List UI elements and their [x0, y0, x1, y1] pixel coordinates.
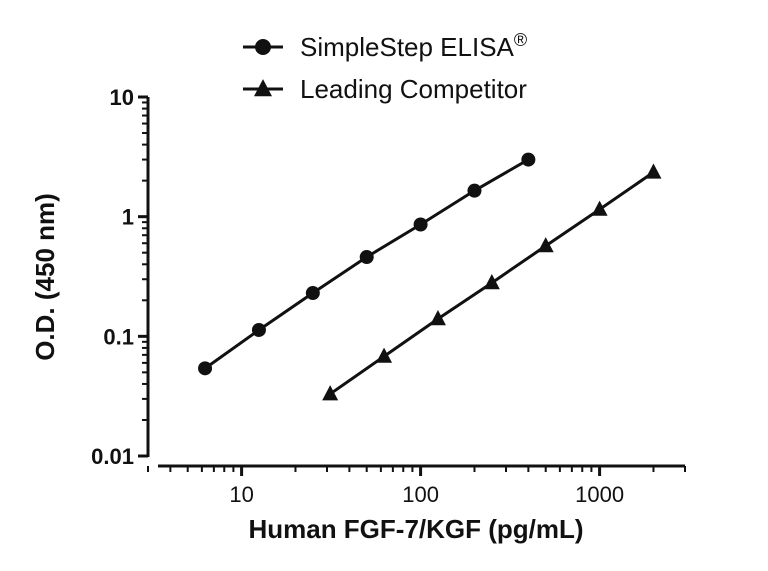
series-2 [322, 163, 662, 401]
data-point [521, 152, 536, 167]
legend-label: Leading Competitor [300, 74, 527, 104]
axes: 0.01 0.1 1 10 10 100 1000 [91, 85, 686, 507]
data-point [198, 361, 213, 376]
y-tick-label: 10 [110, 85, 134, 110]
x-tick-label: 100 [402, 482, 439, 507]
legend-marker [255, 39, 271, 55]
x-axis-title: Human FGF-7/KGF (pg/mL) [248, 514, 583, 544]
data-point [467, 183, 482, 198]
legend: SimpleStep ELISA® Leading Competitor [243, 30, 527, 104]
y-tick-label: 1 [122, 205, 134, 230]
legend-item: SimpleStep ELISA® [243, 30, 527, 62]
legend-label: SimpleStep ELISA® [300, 30, 527, 62]
data-point [537, 237, 554, 253]
data-point [359, 250, 374, 265]
data-point [305, 286, 320, 301]
data-point [413, 217, 428, 232]
series-layer [198, 152, 662, 401]
legend-marker [254, 79, 272, 97]
x-tick-label: 10 [229, 482, 253, 507]
data-point [483, 274, 500, 290]
y-tick-label: 0.01 [91, 444, 134, 469]
data-point [322, 385, 339, 401]
data-point [251, 322, 266, 337]
series-1 [198, 152, 536, 376]
data-point [429, 310, 446, 326]
legend-item: Leading Competitor [243, 74, 527, 104]
data-point [645, 163, 662, 179]
data-point [591, 200, 608, 216]
y-tick-label: 0.1 [103, 324, 134, 349]
x-tick-label: 1000 [575, 482, 624, 507]
y-axis-title: O.D. (450 nm) [30, 193, 60, 361]
data-point [376, 347, 393, 363]
